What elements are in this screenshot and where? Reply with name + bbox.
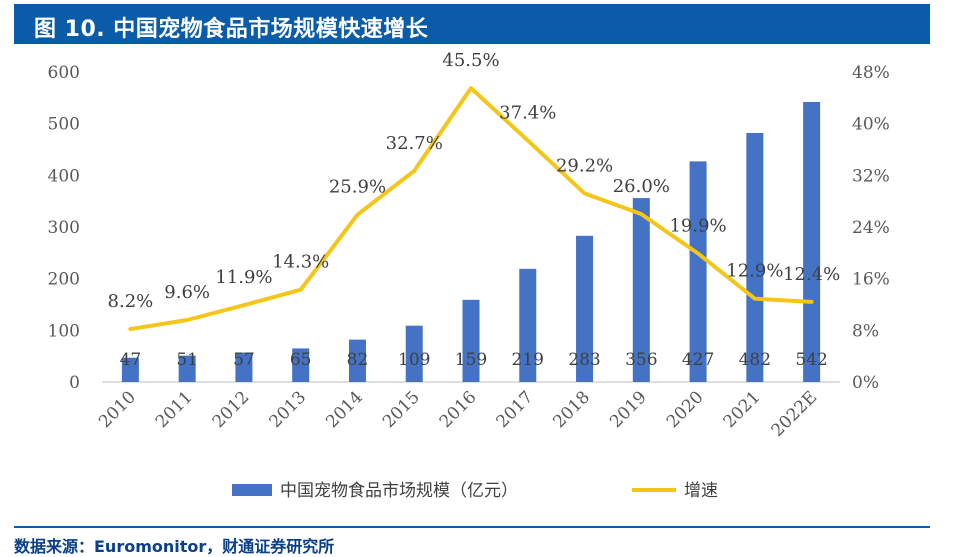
line-value-label: 25.9% bbox=[329, 177, 386, 198]
chart-title: 图 10. 中国宠物食品市场规模快速增长 bbox=[34, 17, 429, 42]
bar bbox=[292, 348, 310, 382]
line-value-label: 11.9% bbox=[215, 267, 272, 288]
bar-value-label: 57 bbox=[233, 350, 255, 370]
bar-value-label: 109 bbox=[398, 350, 430, 370]
x-axis-tick: 2012 bbox=[209, 387, 254, 432]
x-axis-tick: 2016 bbox=[436, 387, 481, 432]
x-axis-tick: 2020 bbox=[663, 387, 708, 432]
x-axis-tick: 2018 bbox=[549, 387, 594, 432]
x-axis-tick: 2015 bbox=[379, 387, 424, 432]
bar bbox=[405, 325, 423, 382]
bar bbox=[746, 132, 764, 382]
bar-value-label: 159 bbox=[455, 350, 487, 370]
line-value-label: 29.2% bbox=[556, 155, 613, 176]
left-axis-tick: 400 bbox=[48, 166, 80, 186]
line-value-label: 14.3% bbox=[272, 252, 329, 273]
x-axis-tick: 2011 bbox=[152, 387, 197, 432]
x-axis-tick: 2017 bbox=[493, 387, 538, 432]
bar-value-label: 219 bbox=[512, 350, 544, 370]
right-axis-tick: 32% bbox=[852, 166, 890, 186]
line-value-label: 37.4% bbox=[499, 102, 556, 123]
x-axis-tick: 2022E bbox=[768, 387, 822, 441]
bar bbox=[121, 357, 139, 382]
line-value-label: 26.0% bbox=[613, 176, 670, 197]
right-axis-tick: 0% bbox=[852, 373, 879, 393]
legend-label-line: 增速 bbox=[684, 481, 718, 501]
bar-value-label: 542 bbox=[795, 350, 827, 370]
legend-swatch-bar bbox=[232, 484, 272, 496]
bar bbox=[462, 299, 480, 382]
right-axis-tick: 24% bbox=[852, 218, 890, 238]
left-axis-tick: 600 bbox=[48, 63, 80, 83]
bar-value-label: 283 bbox=[568, 350, 600, 370]
bar bbox=[348, 339, 366, 382]
legend-label-bar: 中国宠物食品市场规模（亿元） bbox=[280, 481, 518, 501]
x-axis-tick: 2014 bbox=[322, 387, 367, 432]
x-axis-tick: 2013 bbox=[265, 387, 310, 432]
source-note: 数据来源：Euromonitor，财通证券研究所 bbox=[14, 537, 335, 556]
right-axis-tick: 40% bbox=[852, 115, 890, 135]
bar-value-label: 51 bbox=[176, 350, 198, 370]
line-value-label: 8.2% bbox=[108, 291, 154, 312]
line-value-label: 19.9% bbox=[669, 215, 726, 236]
x-axis-tick: 2021 bbox=[720, 387, 765, 432]
bar bbox=[689, 161, 707, 382]
bar-value-label: 356 bbox=[625, 350, 657, 370]
left-axis-tick: 500 bbox=[48, 115, 80, 135]
x-axis-tick: 2019 bbox=[606, 387, 651, 432]
x-axis-tick: 2010 bbox=[95, 387, 140, 432]
left-axis-tick: 0 bbox=[69, 373, 80, 393]
left-axis-tick: 100 bbox=[48, 321, 80, 341]
line-value-label: 45.5% bbox=[442, 50, 499, 71]
line-value-label: 32.7% bbox=[386, 133, 443, 154]
bar bbox=[519, 268, 537, 382]
bar bbox=[235, 352, 253, 382]
right-axis-tick: 8% bbox=[852, 321, 879, 341]
bar-value-label: 482 bbox=[739, 350, 771, 370]
bar-value-label: 427 bbox=[682, 350, 714, 370]
bar-value-label: 47 bbox=[120, 350, 142, 370]
footer-divider bbox=[14, 526, 930, 528]
bar-value-label: 82 bbox=[347, 350, 369, 370]
growth-line bbox=[128, 86, 814, 332]
left-axis-tick: 300 bbox=[48, 218, 80, 238]
bar bbox=[803, 101, 821, 382]
line-value-label: 12.4% bbox=[783, 264, 840, 285]
bar bbox=[576, 235, 594, 382]
bar bbox=[632, 198, 650, 382]
title-bar: 图 10. 中国宠物食品市场规模快速增长 bbox=[14, 4, 930, 44]
chart-svg: 0 100 200 300 400 500 600 0% 8% 16% 24% 32% 40% 48% 47… bbox=[48, 50, 890, 501]
right-axis-tick: 16% bbox=[852, 270, 890, 290]
line-value-label: 12.9% bbox=[726, 261, 783, 282]
bar-value-label: 65 bbox=[290, 350, 312, 370]
left-axis-tick: 200 bbox=[48, 270, 80, 290]
line-value-label: 9.6% bbox=[164, 282, 210, 303]
right-axis-tick: 48% bbox=[852, 63, 890, 83]
bar bbox=[178, 355, 196, 382]
